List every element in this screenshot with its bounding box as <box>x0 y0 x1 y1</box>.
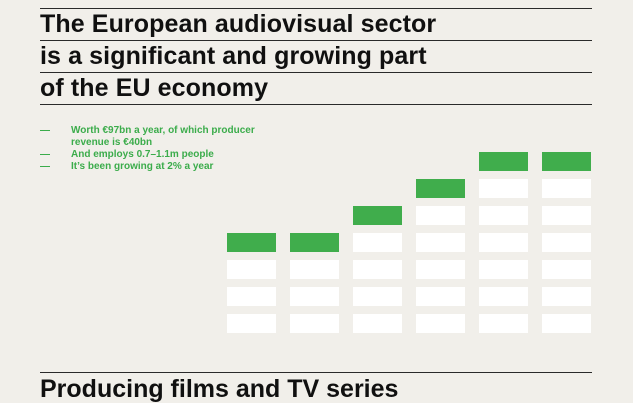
white-block <box>290 260 339 279</box>
white-block <box>227 260 276 279</box>
green-block <box>479 152 528 171</box>
white-block <box>542 287 591 306</box>
step-column <box>353 0 402 400</box>
green-block <box>290 233 339 252</box>
white-block <box>227 287 276 306</box>
bullet-dash: — <box>40 125 50 136</box>
key-fact-item: — Worth €97bn a year, of which producer … <box>40 125 340 149</box>
headline-line-3: of the EU economy <box>40 72 592 105</box>
white-block <box>542 179 591 198</box>
white-block <box>290 287 339 306</box>
white-block <box>479 314 528 333</box>
key-facts-list: — Worth €97bn a year, of which producer … <box>40 125 340 173</box>
green-block <box>416 179 465 198</box>
key-fact-item: — It’s been growing at 2% a year <box>40 161 340 173</box>
white-block <box>416 206 465 225</box>
key-fact-item: — And employs 0.7–1.1m people <box>40 149 340 161</box>
white-block <box>416 287 465 306</box>
white-block <box>479 179 528 198</box>
green-block <box>542 152 591 171</box>
headline: The European audiovisual sector is a sig… <box>40 8 592 105</box>
key-fact-text: It’s been growing at 2% a year <box>71 161 214 172</box>
headline-line-1: The European audiovisual sector <box>40 8 592 40</box>
white-block <box>416 233 465 252</box>
white-block <box>416 314 465 333</box>
green-block <box>227 233 276 252</box>
headline-line-2: is a significant and growing part <box>40 40 592 72</box>
step-column <box>479 0 528 400</box>
white-block <box>479 206 528 225</box>
white-block <box>479 287 528 306</box>
bullet-dash: — <box>40 161 50 172</box>
step-column <box>227 0 276 400</box>
bullet-dash: — <box>40 149 50 160</box>
green-block <box>353 206 402 225</box>
white-block <box>542 260 591 279</box>
key-fact-text: Worth €97bn a year, of which producer re… <box>71 125 255 148</box>
step-column <box>542 0 591 400</box>
white-block <box>353 314 402 333</box>
white-block <box>353 287 402 306</box>
white-block <box>353 233 402 252</box>
step-column <box>290 0 339 400</box>
white-block <box>479 260 528 279</box>
white-block <box>227 314 276 333</box>
white-block <box>353 260 402 279</box>
white-block <box>479 233 528 252</box>
white-block <box>542 314 591 333</box>
white-block <box>416 260 465 279</box>
white-block <box>290 314 339 333</box>
section-heading: Producing films and TV series <box>40 372 592 403</box>
white-block <box>542 206 591 225</box>
key-fact-text: And employs 0.7–1.1m people <box>71 149 214 160</box>
white-block <box>542 233 591 252</box>
step-column <box>416 0 465 400</box>
